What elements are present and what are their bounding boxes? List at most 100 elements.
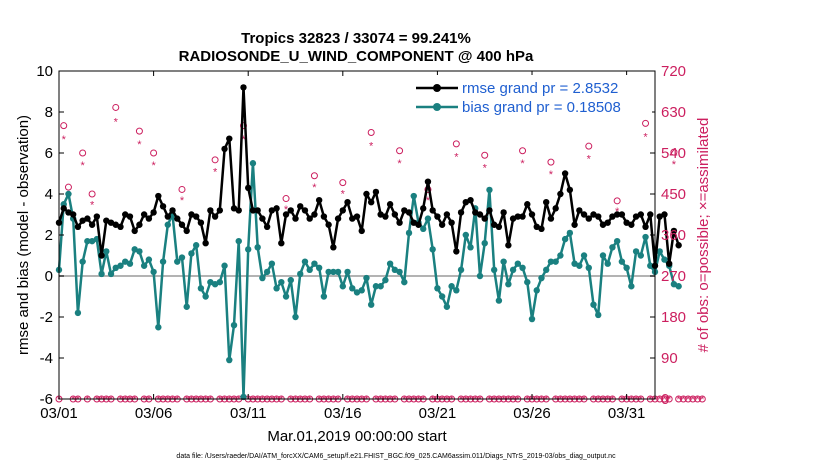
obs-possible-marker <box>689 395 697 403</box>
obs-assimilated-marker: * <box>487 394 492 406</box>
obs-assimilated-marker: * <box>662 394 667 406</box>
legend-bias-marker <box>433 103 441 111</box>
bias-point <box>462 231 469 239</box>
obs-assimilated-marker: * <box>104 394 109 406</box>
bias-point <box>301 258 309 265</box>
bias-point <box>377 283 384 290</box>
bias-point <box>98 270 105 278</box>
obs-assimilated-marker: * <box>520 158 525 170</box>
bias-point <box>405 229 413 237</box>
y-axis-left: -6 -4 -2 0 2 4 6 8 10 <box>36 63 64 408</box>
x-tick-label: 03/01 <box>40 405 78 422</box>
obs-assimilated-marker: * <box>563 394 568 406</box>
legend: rmse grand pr = 2.8532 bias grand pr = 0… <box>410 75 652 119</box>
y2-tick-label: 540 <box>661 145 686 162</box>
rmse-point <box>301 207 309 214</box>
obs-assimilated-marker: * <box>572 394 577 406</box>
bias-point <box>249 160 257 167</box>
y-tick-label: -4 <box>40 350 53 367</box>
x-tick-label: 03/26 <box>513 405 551 422</box>
obs-assimilated-marker: * <box>270 394 275 406</box>
obs-assimilated-marker: * <box>643 132 648 144</box>
obs-assimilated-marker: * <box>667 394 672 406</box>
obs-possible-marker <box>79 149 87 157</box>
bias-point <box>363 274 370 282</box>
obs-assimilated-marker: * <box>539 394 544 406</box>
rmse-point <box>221 145 228 153</box>
rmse-point <box>585 215 592 222</box>
rmse-point <box>628 221 635 228</box>
obs-assimilated-marker: * <box>161 394 166 406</box>
rmse-point <box>476 211 484 218</box>
x-axis: 03/01 03/06 03/11 03/16 03/21 03/26 03/31 <box>40 71 645 422</box>
rmse-point <box>93 213 101 220</box>
obs-assimilated-marker: * <box>81 160 86 172</box>
rmse-point <box>183 227 190 235</box>
rmse-point <box>84 215 91 222</box>
rmse-point <box>245 184 252 192</box>
rmse-point <box>505 242 512 249</box>
rmse-point <box>443 211 451 218</box>
bias-point <box>178 254 186 261</box>
rmse-point <box>273 205 280 212</box>
bias-point <box>566 229 574 237</box>
rmse-point <box>334 215 342 222</box>
obs-assimilated-marker: * <box>388 394 393 406</box>
y-tick-label: 0 <box>45 268 53 285</box>
obs-assimilated-marker: * <box>133 394 138 406</box>
obs-assimilated-marker: * <box>360 394 365 406</box>
rmse-point <box>98 252 105 259</box>
obs-possible-marker <box>367 129 375 136</box>
obs-possible-marker <box>150 149 158 157</box>
bias-point <box>245 246 252 253</box>
rmse-point <box>353 213 361 220</box>
obs-assimilated-marker: * <box>203 394 208 406</box>
data-file-note: data file: /Users/raeder/DAI/ATM_forcXX/… <box>176 453 616 460</box>
obs-assimilated-marker: * <box>137 139 142 151</box>
obs-assimilated-marker: * <box>610 394 615 406</box>
obs-assimilated-marker: * <box>95 394 100 406</box>
bias-point <box>595 311 602 319</box>
rmse-point <box>240 84 247 91</box>
rmse-point <box>424 178 432 185</box>
bias-point <box>519 264 526 271</box>
obs-assimilated-marker: * <box>274 394 279 406</box>
obs-assimilated-marker: * <box>128 394 133 406</box>
rmse-point <box>486 207 493 214</box>
obs-assimilated-marker: * <box>118 394 123 406</box>
obs-possible-marker <box>670 148 678 156</box>
bias-point <box>339 283 347 290</box>
bias-point <box>259 274 266 282</box>
bias-point <box>585 264 592 271</box>
obs-assimilated-marker: * <box>256 394 261 406</box>
bias-point <box>188 250 195 257</box>
legend-bias-label: bias grand pr = 0.18508 <box>462 99 621 116</box>
bias-point <box>306 266 313 274</box>
obs-possible-marker <box>585 142 593 150</box>
bias-point <box>557 252 564 259</box>
rmse-point <box>604 219 611 226</box>
rmse-point <box>74 223 82 230</box>
obs-assimilated-marker: * <box>416 394 421 406</box>
bias-point <box>311 260 318 267</box>
obs-assimilated-marker: * <box>99 394 104 406</box>
obs-assimilated-marker: * <box>326 394 331 406</box>
obs-assimilated-marker: * <box>648 394 653 406</box>
rmse-point <box>178 221 186 228</box>
rmse-point <box>315 196 323 204</box>
bias-point <box>538 274 545 282</box>
rmse-point <box>150 209 157 216</box>
rmse-point <box>524 201 531 208</box>
bias-point <box>401 278 408 286</box>
obs-assimilated-marker: * <box>426 195 431 207</box>
bias-point <box>282 293 290 300</box>
rmse-point <box>358 227 365 235</box>
obs-possible-marker <box>642 119 650 127</box>
obs-possible-marker <box>339 179 347 187</box>
obs-assimilated-marker: * <box>369 140 374 152</box>
obs-assimilated-marker: * <box>511 394 516 406</box>
bias-point <box>628 283 635 290</box>
obs-assimilated-marker: * <box>454 151 459 163</box>
obs-assimilated-marker: * <box>142 394 147 406</box>
bias-point <box>150 268 157 276</box>
